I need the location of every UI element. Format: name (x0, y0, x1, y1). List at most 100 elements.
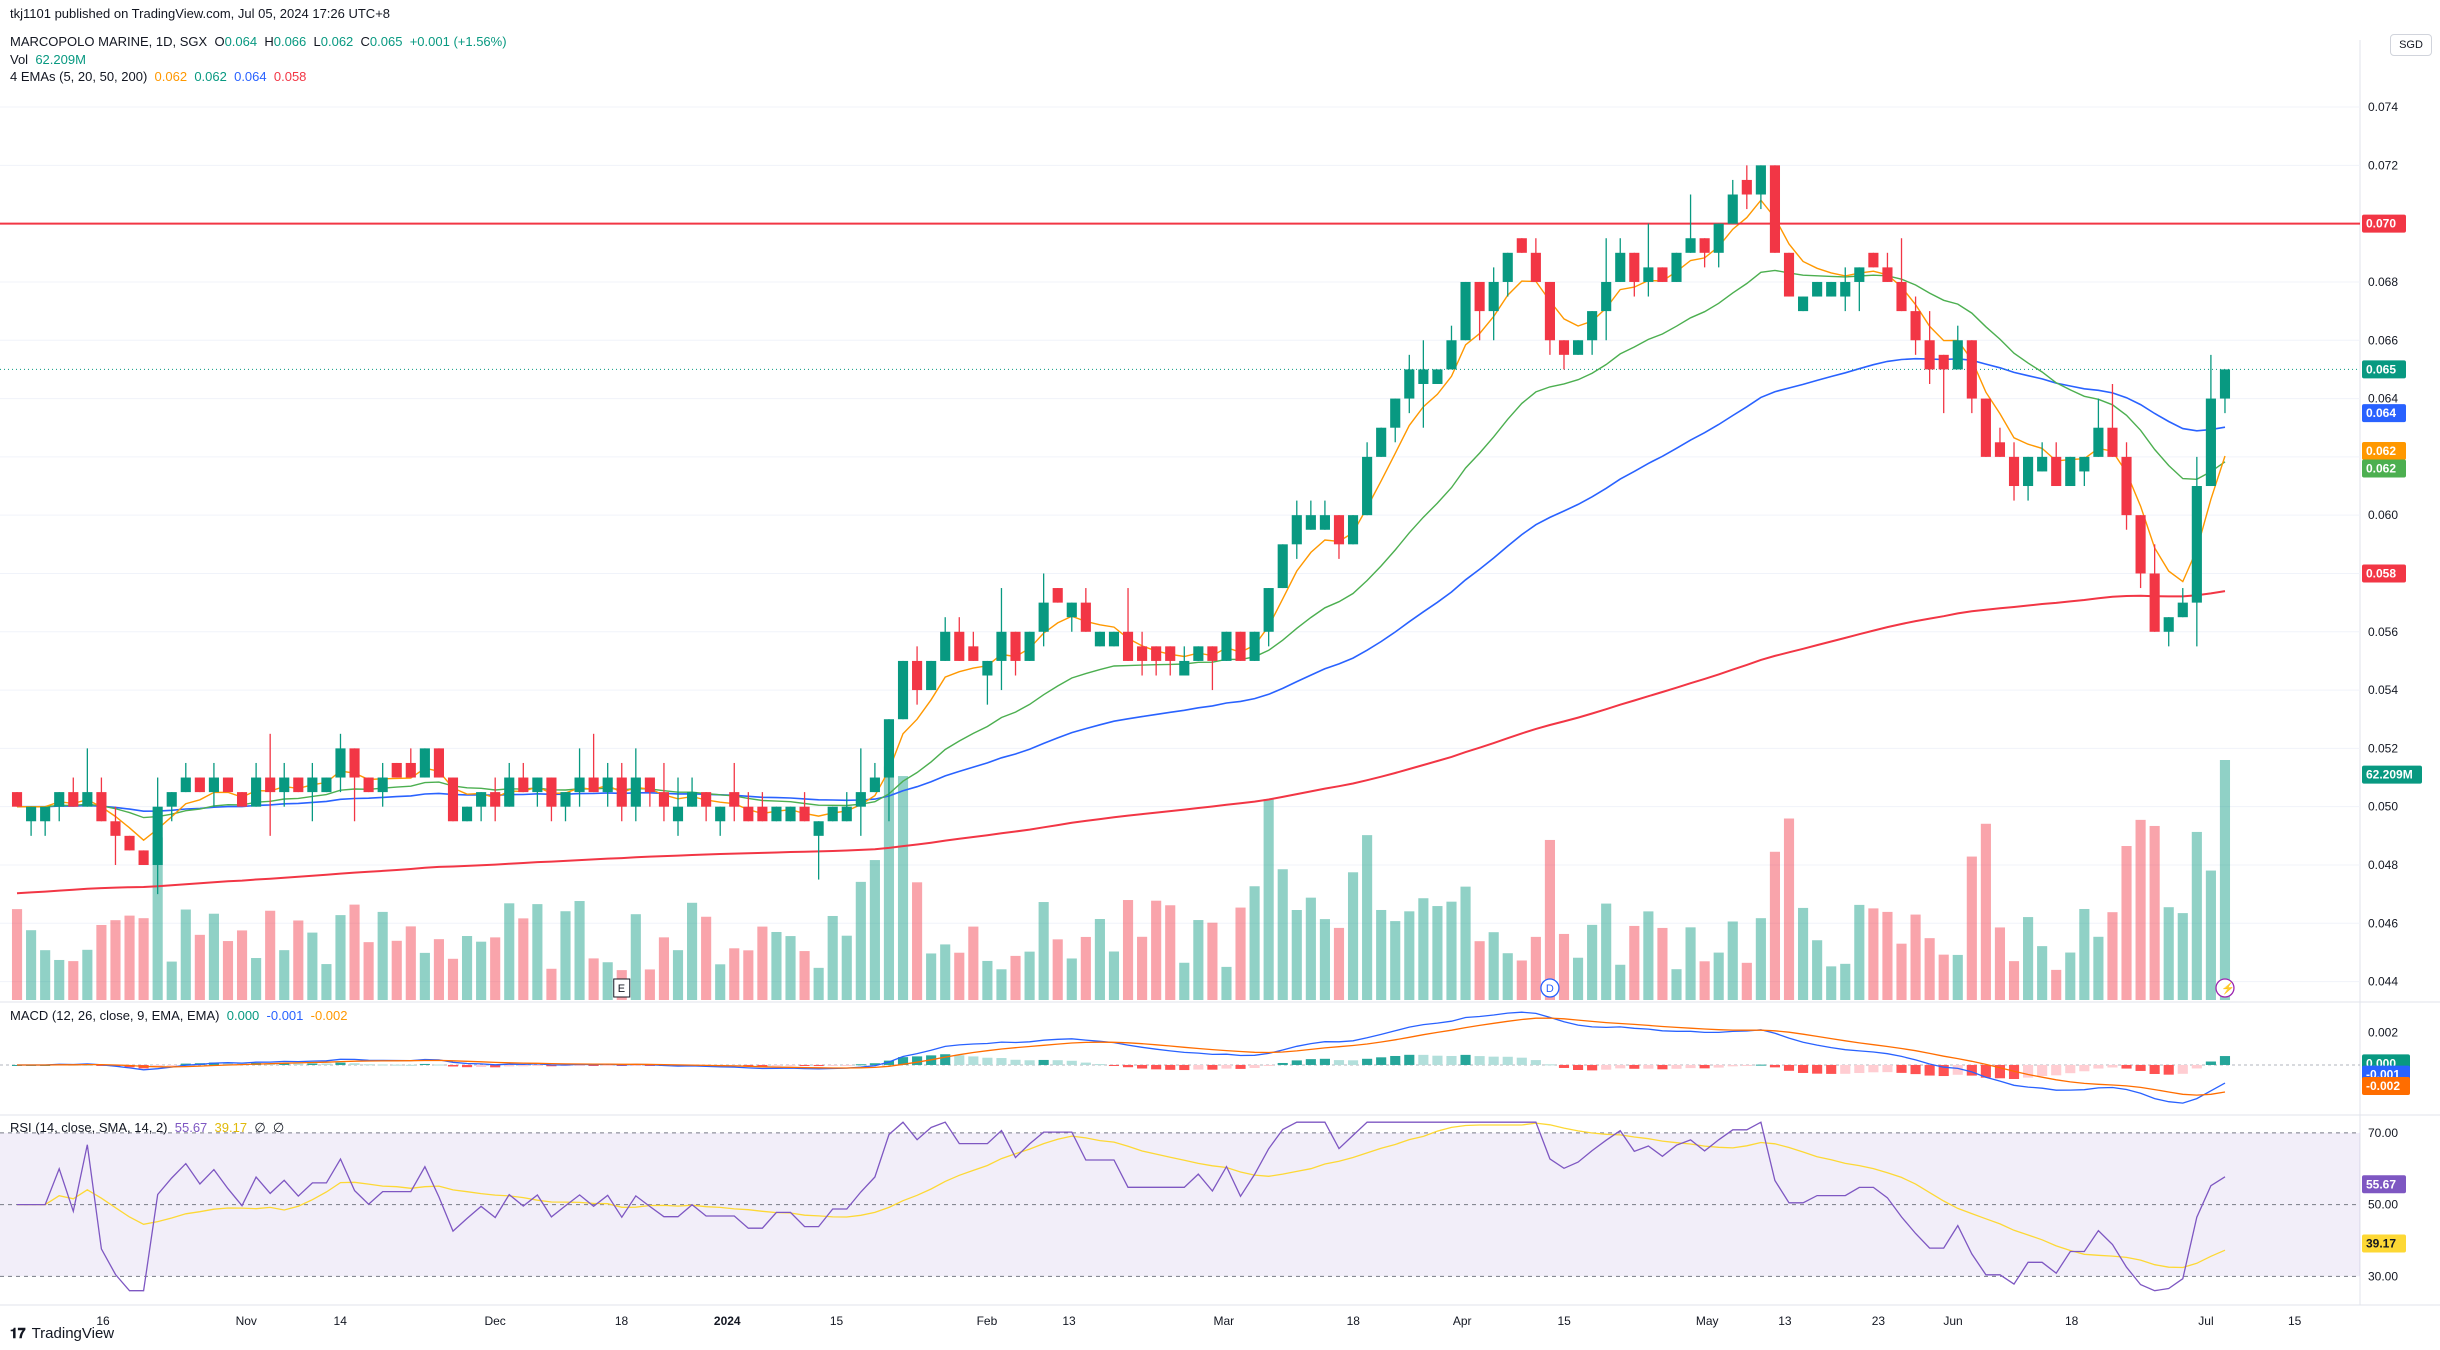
candle-body (2135, 515, 2146, 574)
volume-bar (40, 950, 51, 1000)
candle-body (110, 821, 121, 836)
macd-hist-bar (1966, 1064, 1977, 1076)
candle-body (1193, 646, 1204, 661)
volume-bar (2205, 870, 2216, 1000)
candle-body (1249, 631, 1260, 661)
volume-bar (1755, 918, 1766, 1000)
volume-bar (1249, 886, 1260, 1000)
macd-hist-bar (2037, 1064, 2048, 1076)
price-tag (2362, 214, 2406, 233)
high-label: H (264, 34, 274, 49)
macd-hist-bar (954, 1055, 965, 1065)
candle-body (68, 792, 79, 807)
volume-bar (841, 935, 852, 1000)
macd-legend[interactable]: MACD (12, 26, close, 9, EMA, EMA) 0.000 … (10, 1008, 348, 1024)
price-axis-label: 0.068 (2368, 275, 2398, 289)
macd-line (17, 1011, 2226, 1104)
volume-bar (363, 942, 374, 1000)
macd-hist-bar (1868, 1064, 1879, 1073)
volume-bar (1516, 960, 1527, 1000)
candle-body (1671, 252, 1682, 282)
macd-hist-bar (461, 1064, 473, 1068)
macd-hist-bar (1108, 1064, 1120, 1066)
price-tag-label: 0.058 (2366, 566, 2396, 580)
candle-body (1544, 281, 1555, 341)
macd-hist-bar (447, 1064, 459, 1067)
volume-bar (419, 952, 430, 1000)
ema200-line (16, 590, 2226, 895)
macd-hist-bar (307, 1063, 318, 1065)
volume-bar (504, 903, 515, 1000)
macd-hist-bar (644, 1064, 655, 1066)
candle-body (1305, 515, 1316, 530)
candle-body (757, 806, 768, 822)
tradingview-logo[interactable]: 𝟏𝟕 TradingView (10, 1325, 114, 1342)
macd-hist-bar (1544, 1064, 1555, 1066)
macd-hist-bar (166, 1064, 177, 1066)
volume-bar (1572, 957, 1584, 1000)
candle-body (377, 777, 388, 793)
candle-body (1010, 631, 1021, 661)
candle-body (504, 777, 515, 807)
macd-hist-bar (2205, 1061, 2216, 1065)
volume-bar (2163, 907, 2174, 1000)
candle-body (1798, 296, 1809, 312)
macd-hist-bar (490, 1064, 501, 1068)
macd-hist-bar (1305, 1059, 1316, 1065)
ema5-value: 0.062 (154, 69, 188, 84)
volume-bar (1446, 901, 1457, 1000)
ema-label: 4 EMAs (5, 20, 50, 200) (10, 69, 148, 84)
candle-body (447, 777, 459, 822)
volume-bar (166, 961, 177, 1000)
candle-body (152, 806, 163, 865)
price-axis-label: 0.074 (2368, 100, 2398, 114)
macd-hist-bar (1122, 1064, 1134, 1068)
macd-hist-bar (1587, 1064, 1598, 1071)
candle-body (1376, 427, 1387, 457)
macd-hist-bar (1193, 1064, 1204, 1070)
rsi-legend[interactable]: RSI (14, close, SMA, 14, 2) 55.67 39.17 … (10, 1120, 284, 1136)
symbol-title[interactable]: MARCOPOLO MARINE, 1D, SGX (10, 34, 208, 49)
macd-hist-bar (996, 1058, 1007, 1065)
candle-body (1657, 267, 1668, 282)
volume-bar (1376, 909, 1387, 1000)
macd-hist-bar (1755, 1064, 1766, 1066)
candle-body (799, 806, 810, 822)
publisher-text: tkj1101 published on TradingView.com, Ju… (10, 6, 391, 21)
candle-body (307, 777, 318, 793)
time-axis-label: Jul (2198, 1314, 2213, 1328)
macd-hist-bar (1629, 1064, 1640, 1069)
price-tag (2362, 765, 2422, 784)
ema200-value: 0.058 (273, 69, 307, 84)
macd-hist-bar (1671, 1064, 1682, 1069)
candle-body (349, 748, 360, 778)
volume-bar (208, 913, 219, 1000)
rsi-axis-label: 30.00 (2368, 1269, 2398, 1283)
price-axis-label: 0.044 (2368, 975, 2398, 989)
macd-hist-bar (1980, 1064, 1991, 1078)
macd-hist-bar (1038, 1059, 1049, 1065)
volume-bar (1151, 900, 1162, 1000)
volume-legend[interactable]: Vol 62.209M (10, 52, 86, 68)
macd-hist-bar (1727, 1064, 1738, 1067)
volume-bar (1615, 964, 1626, 1000)
macd-hist-bar (1798, 1064, 1809, 1073)
macd-hist-bar (1333, 1060, 1345, 1065)
change-value: +0.001 (+1.56%) (409, 34, 507, 49)
volume-bar (1024, 951, 1035, 1000)
currency-selector[interactable]: SGD (2390, 34, 2432, 56)
ema-legend[interactable]: 4 EMAs (5, 20, 50, 200) 0.062 0.062 0.06… (10, 69, 306, 85)
volume-bar (1193, 920, 1204, 1000)
volume-bar (1798, 907, 1809, 1000)
candle-body (926, 660, 937, 691)
candle-body (2149, 573, 2160, 632)
candle-body (1165, 646, 1176, 661)
macd-hist-bar (1572, 1064, 1584, 1070)
volume-bar (1362, 835, 1373, 1000)
macd-hist-bar (1699, 1064, 1710, 1069)
volume-bar (630, 914, 641, 1000)
volume-bar (222, 941, 234, 1000)
candle-body (771, 806, 782, 822)
volume-bar (1938, 954, 1949, 1000)
